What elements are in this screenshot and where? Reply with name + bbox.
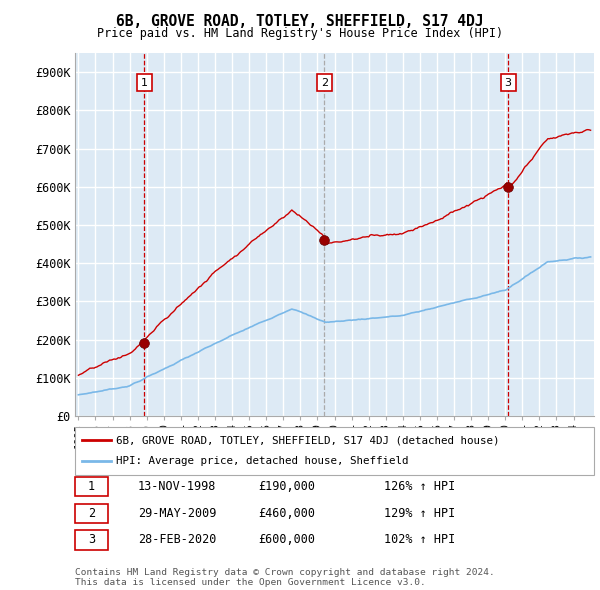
Text: 6B, GROVE ROAD, TOTLEY, SHEFFIELD, S17 4DJ (detached house): 6B, GROVE ROAD, TOTLEY, SHEFFIELD, S17 4… — [116, 435, 499, 445]
Text: 29-MAY-2009: 29-MAY-2009 — [138, 507, 217, 520]
Text: £460,000: £460,000 — [258, 507, 315, 520]
Text: Contains HM Land Registry data © Crown copyright and database right 2024.
This d: Contains HM Land Registry data © Crown c… — [75, 568, 495, 587]
Text: 129% ↑ HPI: 129% ↑ HPI — [384, 507, 455, 520]
Text: 126% ↑ HPI: 126% ↑ HPI — [384, 480, 455, 493]
Text: 2: 2 — [321, 77, 328, 87]
Text: HPI: Average price, detached house, Sheffield: HPI: Average price, detached house, Shef… — [116, 457, 409, 467]
Text: 2: 2 — [88, 507, 95, 520]
Text: 6B, GROVE ROAD, TOTLEY, SHEFFIELD, S17 4DJ: 6B, GROVE ROAD, TOTLEY, SHEFFIELD, S17 4… — [116, 14, 484, 28]
Text: 13-NOV-1998: 13-NOV-1998 — [138, 480, 217, 493]
Text: 28-FEB-2020: 28-FEB-2020 — [138, 533, 217, 546]
Text: 102% ↑ HPI: 102% ↑ HPI — [384, 533, 455, 546]
Text: 3: 3 — [505, 77, 512, 87]
Text: 3: 3 — [88, 533, 95, 546]
Text: £600,000: £600,000 — [258, 533, 315, 546]
Text: £190,000: £190,000 — [258, 480, 315, 493]
Text: 1: 1 — [88, 480, 95, 493]
Text: Price paid vs. HM Land Registry's House Price Index (HPI): Price paid vs. HM Land Registry's House … — [97, 27, 503, 40]
Text: 1: 1 — [141, 77, 148, 87]
